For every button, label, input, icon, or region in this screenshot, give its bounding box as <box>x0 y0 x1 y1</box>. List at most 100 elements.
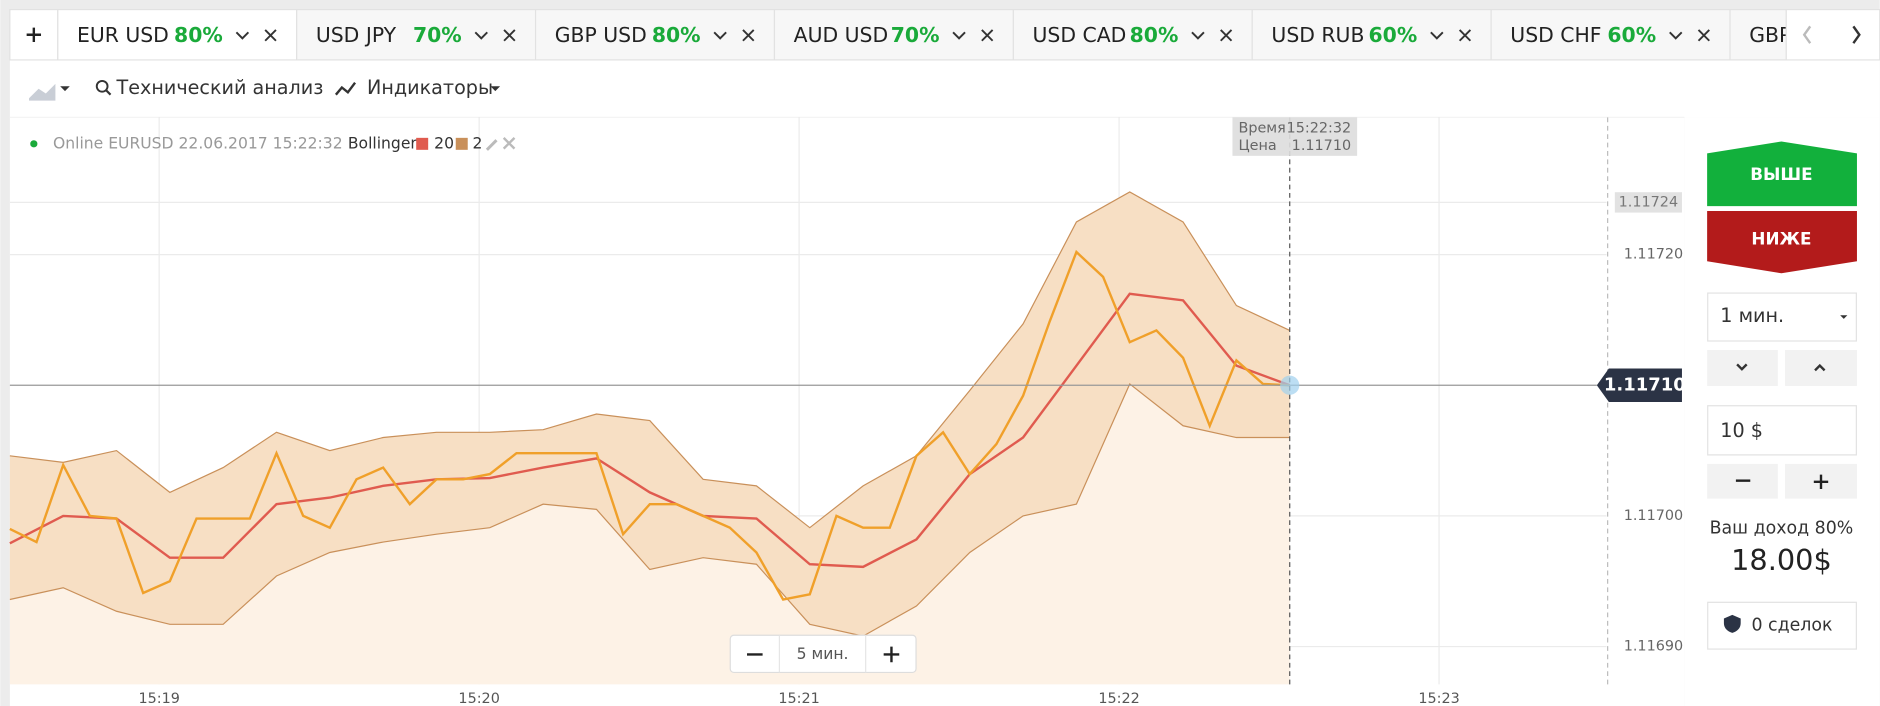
tab-background[interactable] <box>1251 8 1492 61</box>
tab-payout[interactable]: 70% <box>891 23 940 47</box>
zoom-in[interactable] <box>883 646 900 663</box>
x-tick-label: 15:19 <box>138 691 179 706</box>
tab-pair[interactable]: EUR USD <box>77 23 169 47</box>
tab-payout[interactable]: 70% <box>413 23 462 47</box>
tab[interactable]: AUD USD 70% <box>773 8 1014 61</box>
toolbar-tools: Технический анализ Индикаторы <box>29 76 501 101</box>
tab-pair[interactable]: USD RUB <box>1271 23 1364 47</box>
x-tick-label: 15:21 <box>778 691 819 706</box>
tab-scroll-area <box>1785 8 1880 61</box>
tab-payout[interactable]: 80% <box>174 23 223 47</box>
tab[interactable]: USD RUB 60% <box>1251 8 1492 61</box>
plus-icon <box>1813 474 1829 490</box>
tab-payout[interactable]: 60% <box>1369 23 1418 47</box>
dropdown-arrow <box>1840 315 1848 319</box>
edit-icon[interactable] <box>485 139 498 151</box>
band-fill <box>9 191 1290 637</box>
tooltip-time: 15:22:32 <box>1287 120 1352 136</box>
tab[interactable]: GBP USD 80% <box>534 8 776 61</box>
tooltip-box <box>1232 117 1358 156</box>
down-button[interactable] <box>1707 210 1857 274</box>
add-tab[interactable] <box>9 8 59 61</box>
trade-panel: ВЫШЕ НИЖЕ 1 мин. 10 $ Ваш доход 80% 18.0… <box>1707 141 1857 650</box>
current-point <box>1280 375 1300 395</box>
expiry-select[interactable] <box>1707 292 1857 342</box>
tab-payout[interactable]: 80% <box>1130 23 1179 47</box>
tab-payout[interactable]: 80% <box>652 23 701 47</box>
dropdown-arrow <box>490 86 501 92</box>
tab-background[interactable] <box>57 8 298 61</box>
x-tick-label: 15:22 <box>1098 691 1139 706</box>
tab-pair[interactable]: GBP USD <box>555 23 647 47</box>
amount-input[interactable] <box>1707 405 1857 456</box>
tab-background[interactable] <box>534 8 776 61</box>
amount[interactable]: 10 $ <box>1720 419 1763 442</box>
tooltip-price-label: Цена <box>1238 138 1276 154</box>
tab-background[interactable] <box>296 8 537 61</box>
scroll-left[interactable] <box>1802 25 1812 44</box>
toolbar-indicators[interactable]: Индикаторы <box>367 76 493 99</box>
expiry[interactable]: 1 мин. <box>1720 304 1784 327</box>
tab-close[interactable] <box>742 29 755 42</box>
tab-pair[interactable]: USD CAD <box>1033 23 1127 47</box>
tab-payout[interactable]: 60% <box>1607 23 1656 47</box>
chevron-up <box>1814 363 1826 372</box>
tab[interactable]: GBP <box>1729 8 1791 61</box>
tab-close[interactable] <box>264 29 277 42</box>
chevron-down <box>1736 363 1748 371</box>
high-marker-box <box>1614 192 1682 213</box>
analysis-icon <box>104 89 112 96</box>
tab-menu[interactable] <box>1430 31 1444 40</box>
middle-band <box>9 292 1291 569</box>
indicators-icon[interactable] <box>334 81 357 96</box>
tab-close[interactable] <box>1458 29 1472 42</box>
remove-icon[interactable] <box>502 136 516 150</box>
down-label[interactable]: НИЖЕ <box>1751 229 1811 249</box>
y-tick-label: 1.11690 <box>1624 639 1683 655</box>
plus-icon <box>26 27 42 42</box>
deals[interactable]: 0 сделок <box>1751 616 1832 636</box>
chart-header: Online EURUSD 22.06.2017 15:22:32 Bollin… <box>30 134 516 152</box>
tooltip-price: 1.11710 <box>1292 138 1351 154</box>
up-button[interactable] <box>1707 141 1857 207</box>
toolbar <box>9 59 1880 118</box>
tab[interactable]: USD CHF 60% <box>1490 8 1731 61</box>
high-marker-label: 1.11724 <box>1619 194 1678 210</box>
tab[interactable]: USD CAD 80% <box>1012 8 1253 61</box>
tab-menu[interactable] <box>474 31 488 40</box>
dropdown-arrow <box>60 86 70 92</box>
analysis-icon[interactable] <box>95 79 109 93</box>
income-label: Ваш доход 80% <box>1710 519 1854 539</box>
tab-pair[interactable]: USD JPY <box>316 23 397 47</box>
zoom-level: 5 мин. <box>797 645 849 663</box>
tab[interactable]: USD JPY 70% <box>296 8 537 61</box>
tab-menu[interactable] <box>1669 31 1683 40</box>
tab-background[interactable] <box>1012 8 1253 61</box>
tab-menu[interactable] <box>713 31 727 40</box>
tab-close[interactable] <box>1220 29 1233 42</box>
tab-pair[interactable]: GBP <box>1749 23 1791 47</box>
tab-pair[interactable]: USD CHF <box>1510 23 1601 47</box>
up-label[interactable]: ВЫШЕ <box>1750 164 1812 184</box>
tooltip: Время 15:22:32 Цена 1.11710 <box>1232 117 1358 156</box>
tab-menu[interactable] <box>235 31 250 40</box>
shield-icon <box>1723 614 1741 633</box>
tab-background[interactable] <box>1729 8 1787 61</box>
tab-background[interactable] <box>773 8 1014 61</box>
tab-close[interactable] <box>981 29 994 42</box>
status: Online EURUSD 22.06.2017 15:22:32 <box>53 134 343 152</box>
y-tick-label: 1.11700 <box>1624 508 1683 524</box>
tab-pair[interactable]: AUD USD <box>794 23 888 47</box>
tooltip-time-label: Время <box>1238 120 1285 136</box>
tab-close[interactable] <box>503 29 516 42</box>
zoom-control: 5 мин. <box>729 634 917 674</box>
tab-menu[interactable] <box>1191 31 1205 40</box>
tab[interactable]: EUR USD 80% <box>57 8 298 61</box>
tab-close[interactable] <box>1697 29 1710 42</box>
toolbar-analysis[interactable]: Технический анализ <box>116 76 324 99</box>
current-price-label: 1.11710 <box>1604 374 1686 395</box>
scroll-right[interactable] <box>1852 25 1861 44</box>
indicator-deviation: 2 <box>473 134 483 152</box>
chart-type-icon[interactable] <box>29 83 56 101</box>
tab-menu[interactable] <box>952 31 966 40</box>
